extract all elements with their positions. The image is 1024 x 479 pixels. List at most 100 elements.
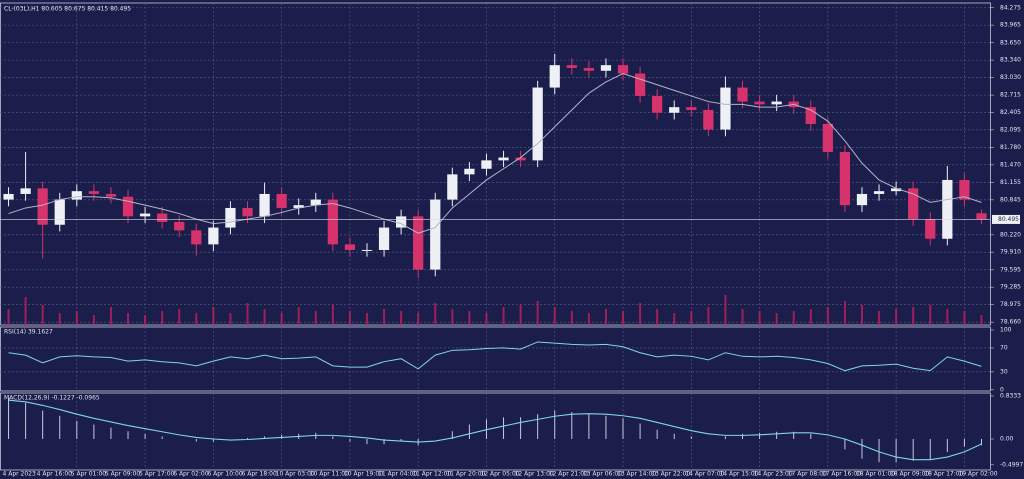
volume-bar <box>195 313 198 325</box>
candle-body <box>430 199 441 270</box>
y-tick-label: 79.285 <box>1000 284 1021 291</box>
volume-bar <box>929 305 932 325</box>
volume-bar <box>878 311 881 325</box>
y-tick-label: 82.715 <box>1000 92 1021 99</box>
volume-bar <box>741 309 744 325</box>
volume-bar <box>570 311 573 325</box>
x-tick-label: 13 Apr 22:00 <box>651 471 690 478</box>
y-tick-label: 100 <box>1000 326 1012 333</box>
candle-body <box>805 107 816 124</box>
x-tick-label: 11 Apr 04:00 <box>378 471 417 478</box>
macd-bar <box>42 410 44 439</box>
volume-bar <box>673 313 676 325</box>
x-tick-label: 14 Apr 15:00 <box>719 471 758 478</box>
candle-body <box>600 65 612 71</box>
candle-body <box>71 191 82 200</box>
candle-body <box>242 207 253 217</box>
macd-bar <box>366 438 368 445</box>
y-tick-label: 83.650 <box>1000 39 1021 46</box>
x-tick-label: 18 Apr 01:00 <box>856 471 895 478</box>
volume-bar <box>622 311 625 325</box>
candle-body <box>157 213 168 222</box>
y-tick-label: 82.405 <box>1000 109 1021 116</box>
candle-body <box>515 157 526 161</box>
y-tick-label: 0 <box>1000 386 1004 393</box>
y-tick-label: 30 <box>1000 368 1008 375</box>
macd-bar <box>264 436 266 439</box>
x-tick-label: 5 Apr 01:00 <box>71 471 106 478</box>
volume-bar <box>758 311 761 325</box>
macd-bar <box>144 433 146 439</box>
macd-bar <box>673 433 675 439</box>
x-tick-label: 11 Apr 12:00 <box>412 471 451 478</box>
volume-bar <box>58 313 61 325</box>
x-tick-label: 12 Apr 21:00 <box>549 471 588 478</box>
macd-bar <box>742 433 743 439</box>
y-tick-label: 84.275 <box>1000 4 1021 11</box>
candle-body <box>873 191 885 194</box>
x-tick-label: 5 Apr 09:00 <box>105 471 140 478</box>
x-tick-label: 5 Apr 17:00 <box>139 471 174 478</box>
candle-body <box>344 244 356 250</box>
volume-bar <box>246 303 249 325</box>
macd-bar <box>349 438 351 442</box>
volume-bar <box>280 313 283 325</box>
candle-body <box>174 221 185 231</box>
volume-bar <box>41 305 44 325</box>
x-tick-label: 17 Apr 16:00 <box>822 471 861 478</box>
x-tick-label: 13 Apr 06:00 <box>583 471 622 478</box>
x-tick-label: 18 Apr 17:00 <box>924 471 963 478</box>
macd-bar <box>605 415 607 439</box>
macd-bar <box>844 438 846 450</box>
y-tick-label: 78.975 <box>1000 301 1021 308</box>
candle-body <box>617 65 629 74</box>
candle-body <box>737 87 748 102</box>
volume-bar <box>297 307 300 325</box>
candle-body <box>37 188 48 225</box>
y-tick-label: 83.965 <box>1000 22 1021 29</box>
macd-bar <box>724 436 726 439</box>
volume-bar <box>92 315 95 325</box>
volume-bar <box>144 315 147 325</box>
macd-bar <box>212 438 214 442</box>
macd-bar <box>93 424 95 439</box>
volume-bar <box>690 311 693 325</box>
y-tick-label: 79.910 <box>1000 249 1021 256</box>
x-tick-label: 6 Apr 02:00 <box>173 471 208 478</box>
candle-body <box>822 123 833 152</box>
candle-body <box>652 95 663 113</box>
candle-body <box>464 168 475 175</box>
macd-bar <box>929 438 931 460</box>
candle-body <box>720 87 731 130</box>
macd-bar <box>110 427 112 439</box>
signal-line <box>8 399 982 461</box>
macd-bar <box>25 402 27 439</box>
volume-bar <box>587 313 590 325</box>
candle-body <box>566 65 577 68</box>
volume-bar <box>792 311 795 325</box>
x-tick-label: 14 Apr 07:00 <box>685 471 724 478</box>
candle-body <box>498 157 509 161</box>
macd-bar <box>793 431 795 439</box>
candle-body <box>908 188 919 220</box>
y-tick-label: 80.220 <box>1000 231 1021 238</box>
y-tick-label: 82.095 <box>1000 126 1021 133</box>
candle-body <box>191 230 202 245</box>
y-tick-label: -0.4997 <box>1000 461 1023 468</box>
candle-body <box>3 193 14 200</box>
macd-bar <box>59 415 61 439</box>
macd-bar <box>451 431 453 439</box>
candle-body <box>276 193 287 208</box>
volume-bar <box>485 313 488 325</box>
y-tick-label: 81.155 <box>1000 179 1021 186</box>
volume-bar <box>775 313 778 325</box>
y-tick-label: 83.340 <box>1000 57 1021 64</box>
volume-bar <box>383 309 386 325</box>
macd-bar <box>247 437 248 439</box>
candle-body <box>703 109 714 130</box>
volume-bar <box>724 295 727 325</box>
volume-bar <box>895 309 898 325</box>
